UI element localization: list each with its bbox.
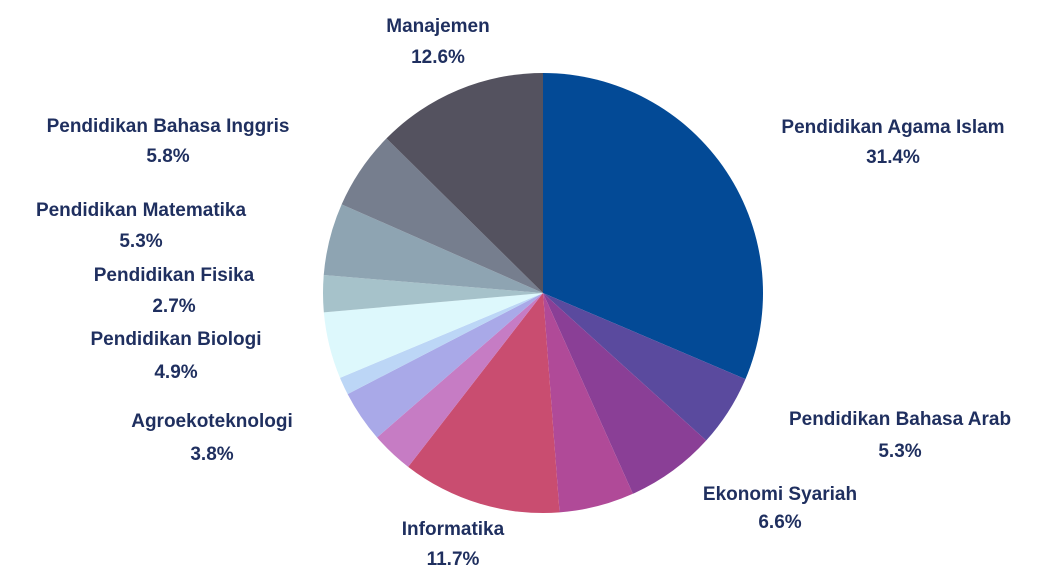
- slice-value: 5.3%: [878, 441, 921, 462]
- pie-slice: [543, 293, 633, 513]
- pie-slice: [341, 138, 543, 293]
- slice-label: Pendidikan Bahasa Inggris: [47, 116, 290, 137]
- slice-label: Informatika: [402, 519, 505, 540]
- pie-slice: [543, 293, 707, 494]
- slice-value: 2.7%: [152, 296, 195, 317]
- slice-value: 12.6%: [411, 47, 465, 68]
- slice-label: Manajemen: [386, 16, 489, 37]
- slice-label: Agroekoteknologi: [131, 411, 293, 432]
- slice-value: 5.3%: [119, 231, 162, 252]
- slice-value: 31.4%: [866, 147, 920, 168]
- pie-slice: [408, 293, 560, 513]
- pie-slice: [347, 293, 543, 438]
- slice-value: 5.8%: [146, 146, 189, 167]
- slice-label: Pendidikan Agama Islam: [781, 117, 1004, 138]
- pie-slice: [386, 73, 543, 293]
- pie-slice: [340, 293, 543, 395]
- slice-label: Pendidikan Biologi: [90, 329, 261, 350]
- slice-label: Ekonomi Syariah: [703, 484, 857, 505]
- slice-label: Pendidikan Bahasa Arab: [789, 409, 1011, 430]
- slice-label: Pendidikan Fisika: [94, 265, 255, 286]
- slice-value: 11.7%: [427, 549, 480, 570]
- pie-slice: [543, 293, 746, 441]
- pie-slice: [323, 204, 543, 293]
- slice-value: 6.6%: [758, 512, 801, 533]
- pie-slice: [323, 293, 543, 378]
- slice-label: Pendidikan Matematika: [36, 200, 247, 221]
- pie-slice: [543, 73, 763, 380]
- slice-value: 4.9%: [154, 362, 197, 383]
- pie-slice: [322, 275, 543, 313]
- pie-slice: [377, 293, 543, 467]
- slice-value: 3.8%: [190, 444, 233, 465]
